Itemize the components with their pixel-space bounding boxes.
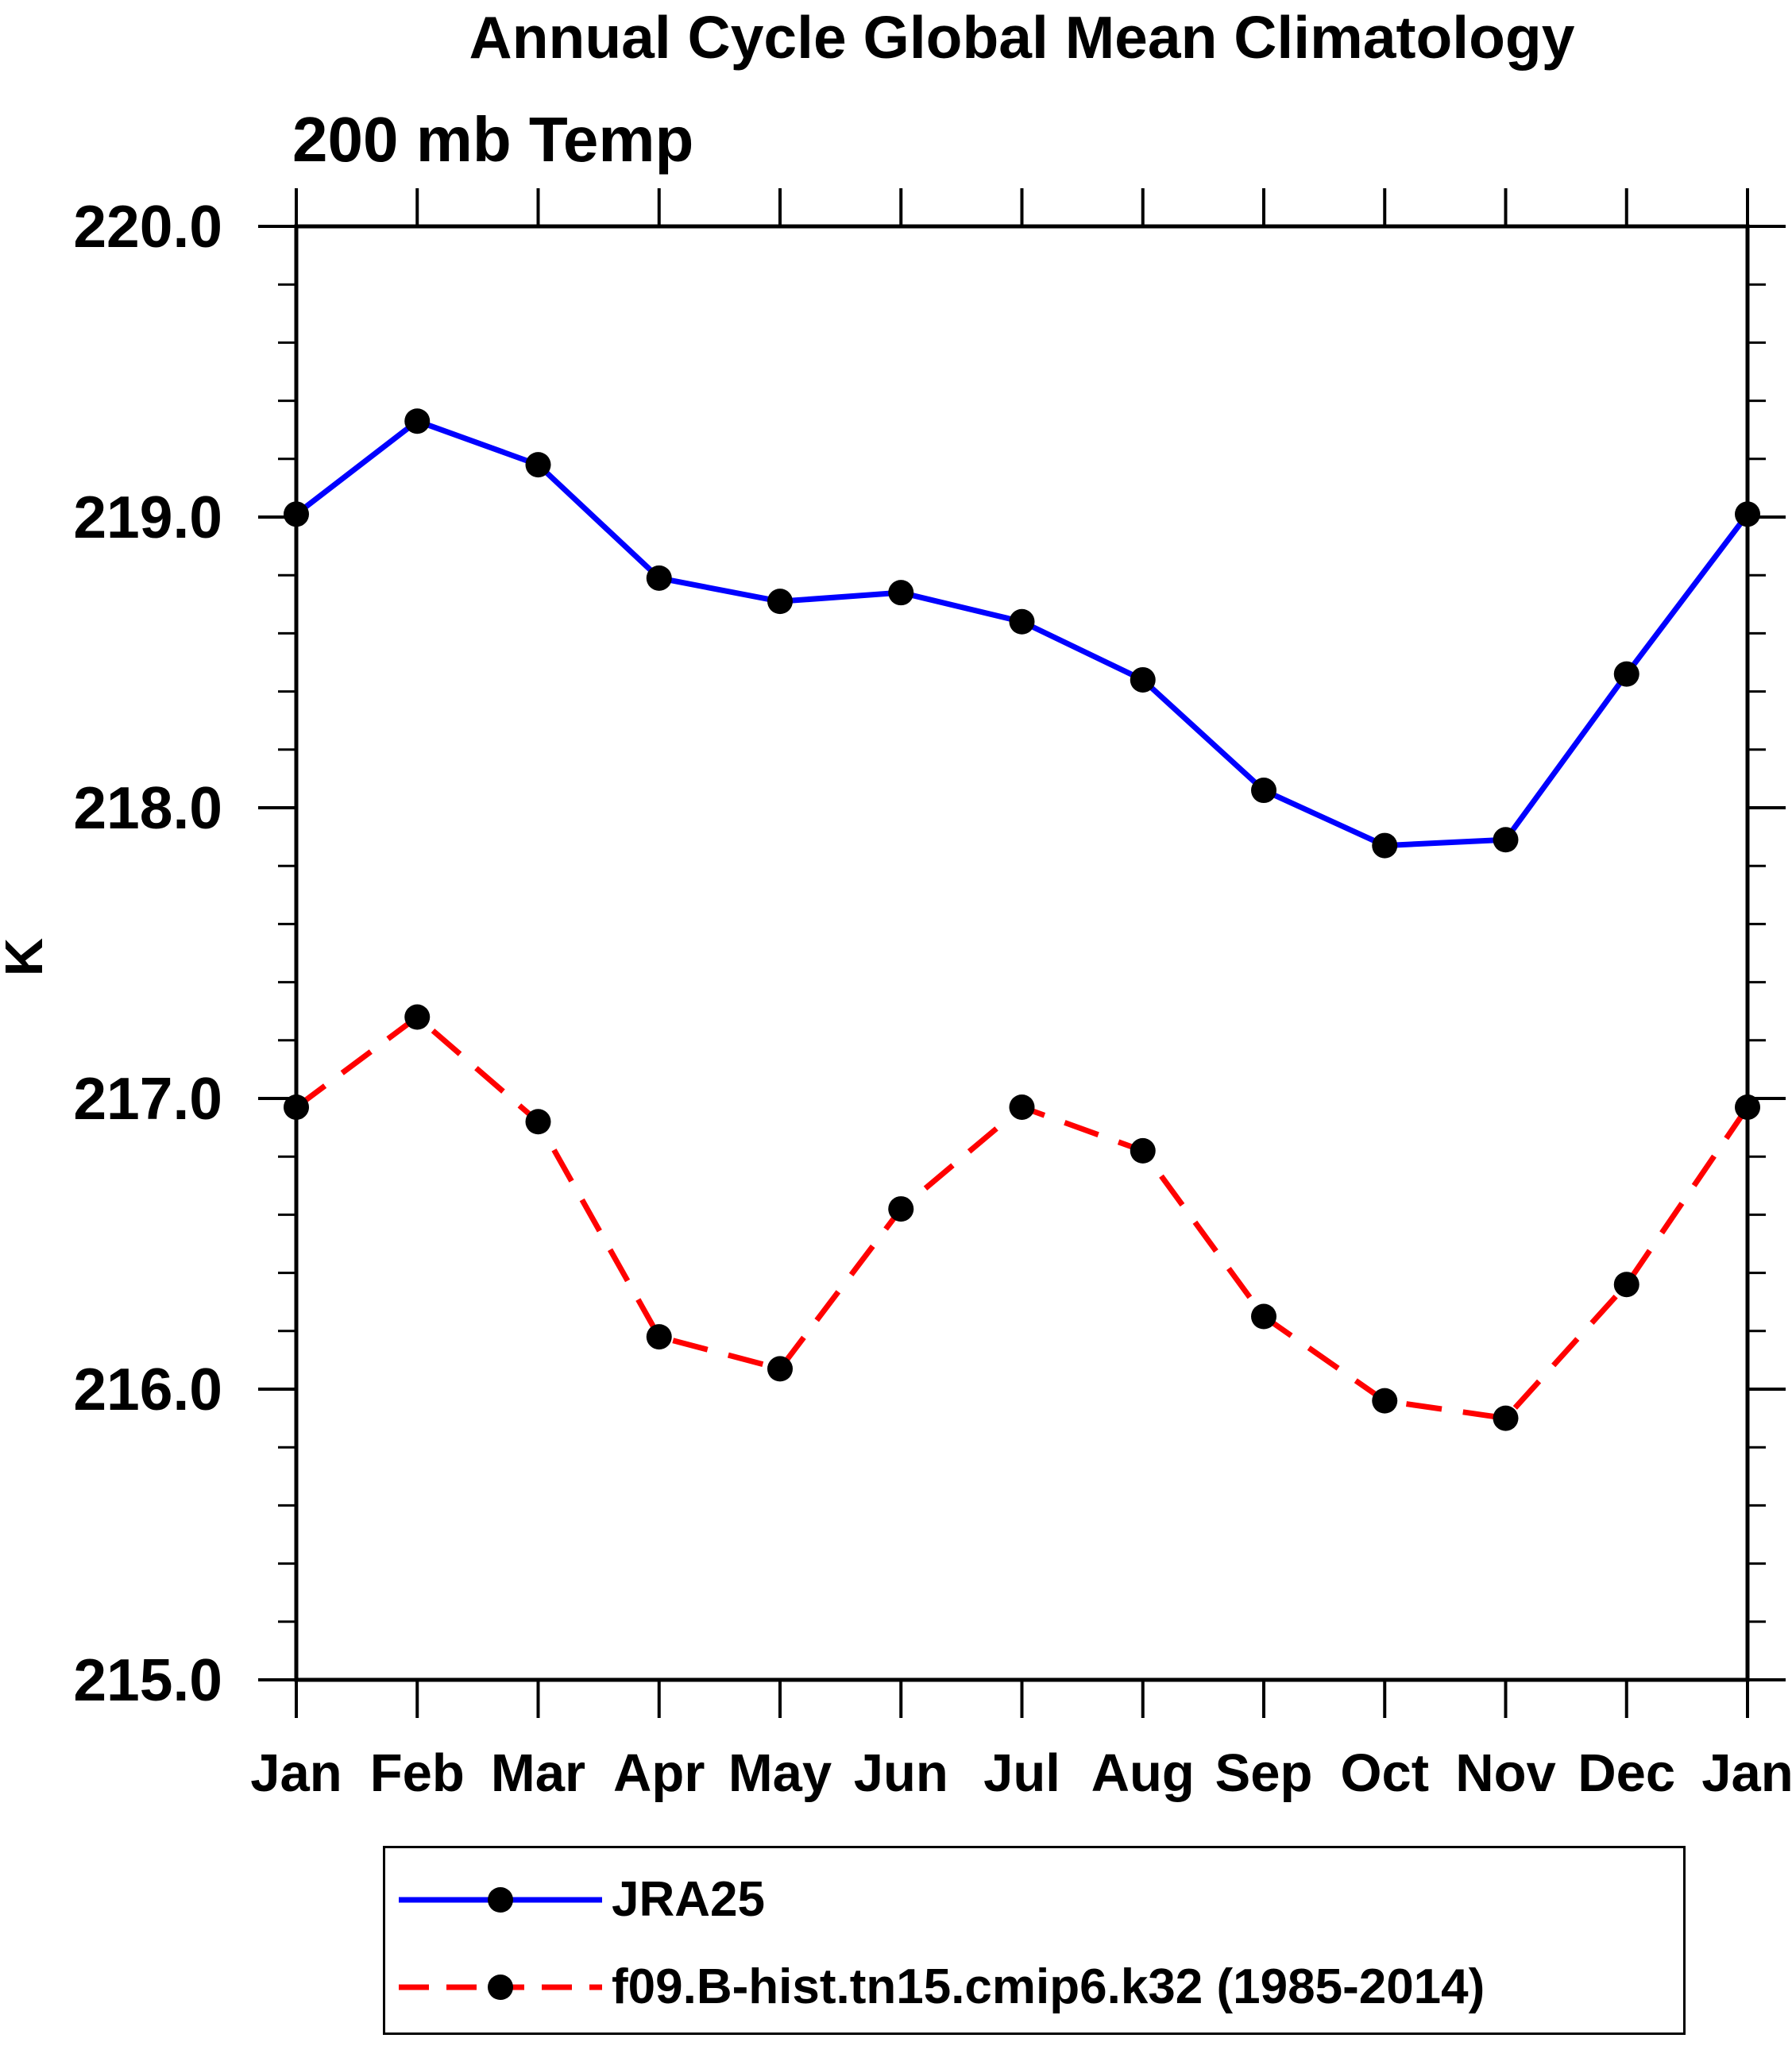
legend-label-jra25: JRA25	[612, 1872, 765, 1927]
data-point-marker	[1372, 1388, 1398, 1414]
legend-label-model: f09.B-hist.tn15.cmip6.k32 (1985-2014)	[612, 1959, 1485, 2014]
x-tick-label: Feb	[370, 1743, 465, 1803]
x-tick-label: Nov	[1455, 1743, 1556, 1803]
data-point-marker	[767, 589, 793, 615]
y-tick-label: 215.0	[73, 1646, 222, 1713]
data-point-marker	[1493, 1405, 1519, 1431]
chart-title: Annual Cycle Global Mean Climatology	[469, 4, 1575, 71]
data-point-marker	[404, 1004, 431, 1030]
data-point-marker	[1251, 778, 1276, 804]
data-point-marker	[1009, 1094, 1035, 1120]
data-point-marker	[1613, 1272, 1639, 1298]
chart-subtitle: 200 mb Temp	[292, 104, 694, 175]
y-tick-label: 219.0	[73, 484, 222, 550]
legend-marker-dot	[488, 1887, 513, 1913]
x-tick-label: Jun	[854, 1743, 948, 1803]
data-point-marker	[525, 452, 551, 478]
data-point-marker	[1372, 832, 1398, 859]
x-tick-label: Apr	[613, 1743, 705, 1803]
x-tick-label: Dec	[1578, 1743, 1675, 1803]
series-line-1	[294, 1014, 1750, 1422]
legend-entry-model: f09.B-hist.tn15.cmip6.k32 (1985-2014)	[397, 1963, 1485, 2012]
y-tick-label: 216.0	[73, 1356, 222, 1423]
x-tick-label: Oct	[1340, 1743, 1429, 1803]
data-point-marker	[404, 408, 431, 434]
data-point-marker	[1009, 608, 1035, 635]
data-point-marker	[1130, 1137, 1156, 1164]
y-tick-label: 220.0	[73, 193, 222, 260]
legend-sample-solid-line	[399, 1887, 602, 1913]
legend-marker-dot	[488, 1975, 513, 2000]
data-point-marker	[888, 580, 914, 606]
data-point-marker	[646, 1324, 672, 1350]
data-point-marker	[525, 1109, 551, 1135]
x-tick-label: Jul	[983, 1743, 1060, 1803]
x-tick-label: May	[728, 1743, 832, 1803]
x-tick-label: Jan	[250, 1743, 342, 1803]
data-point-marker	[284, 501, 309, 527]
data-point-marker	[1493, 827, 1519, 853]
y-tick-label: 217.0	[73, 1065, 222, 1132]
legend-entry-jra25: JRA25	[397, 1875, 765, 1924]
x-tick-label: Mar	[491, 1743, 585, 1803]
data-point-marker	[1130, 666, 1156, 693]
legend-sample-dashed-line	[399, 1975, 602, 2000]
y-tick-label: 218.0	[73, 774, 222, 841]
data-point-marker	[1251, 1303, 1276, 1330]
legend: JRA25 f09.B-hist.tn15.cmip6.k32 (1985-20…	[383, 1846, 1686, 2035]
axis-frame	[294, 224, 1750, 1682]
data-point-marker	[284, 1094, 309, 1120]
data-point-marker	[1735, 501, 1760, 527]
data-point-marker	[646, 565, 672, 591]
data-point-marker	[888, 1196, 914, 1222]
x-tick-label: Sep	[1215, 1743, 1313, 1803]
data-point-marker	[767, 1356, 793, 1382]
x-tick-label: Jan	[1701, 1743, 1792, 1803]
x-tick-label: Aug	[1091, 1743, 1195, 1803]
data-point-marker	[1735, 1094, 1760, 1120]
data-point-marker	[1613, 661, 1639, 687]
